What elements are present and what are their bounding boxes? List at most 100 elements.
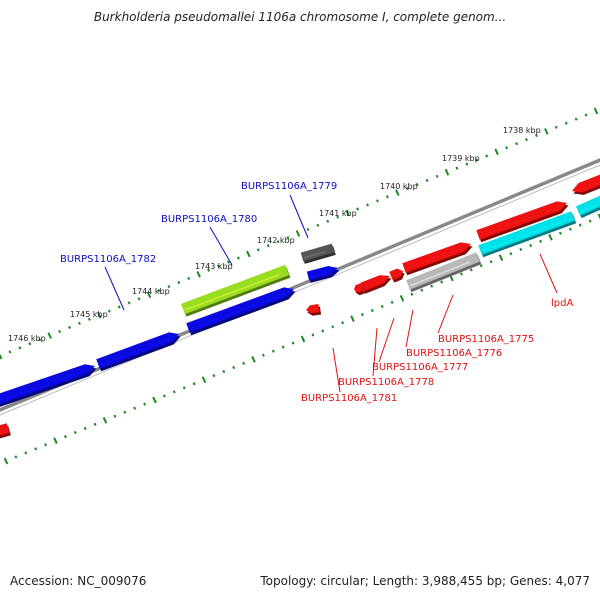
- gene-arrow-burps1106a-1782-b-shine: [100, 337, 172, 366]
- gene-arrow-cyan-shine: [482, 219, 566, 252]
- inner-tick-mark: [479, 264, 483, 268]
- outer-tick-mark: [345, 209, 350, 217]
- outer-tick-mark: [286, 235, 290, 240]
- gene-label-burps1106a-1775[interactable]: BURPS1106A_1775: [438, 334, 534, 345]
- outer-tick-mark: [256, 248, 260, 252]
- gene-arrow-cyan: [478, 211, 577, 258]
- outer-tick-mark: [584, 113, 588, 117]
- gene-label-burps1106a-1782[interactable]: BURPS1106A_1782: [60, 254, 156, 265]
- inner-tick-mark: [73, 430, 77, 435]
- inner-tick-mark: [498, 254, 504, 261]
- leader-burps1106a-1775: [437, 294, 454, 334]
- inner-tick-mark: [489, 260, 493, 264]
- outer-tick-mark: [544, 128, 549, 135]
- inner-tick-mark: [123, 410, 127, 414]
- gene-arrow-burps1106a-1782-a: [0, 364, 97, 407]
- inner-tick-mark: [350, 315, 355, 322]
- inner-tick-mark: [291, 341, 295, 345]
- inner-tick-mark: [182, 386, 186, 390]
- inner-tick-mark: [93, 422, 97, 426]
- outer-tick-mark: [58, 329, 62, 334]
- inner-tick-mark: [430, 284, 434, 288]
- gene-arrow-burps1106a-1780: [186, 287, 296, 336]
- tick-dots: [0, 107, 600, 465]
- inner-tick-mark: [558, 231, 562, 235]
- outer-tick-mark: [485, 154, 489, 158]
- outer-tick-mark: [444, 168, 450, 176]
- outer-tick-mark: [593, 107, 599, 115]
- gene-arrow-burps1106a-1779-shine: [304, 251, 325, 259]
- outer-tick-mark: [395, 189, 400, 196]
- outer-tick-mark: [97, 311, 102, 319]
- inner-tick-mark: [34, 447, 38, 451]
- gene-arrow-burps1106a-1781-shine: [308, 309, 315, 312]
- inner-tick-mark: [143, 402, 147, 406]
- inner-tick-mark: [63, 435, 67, 439]
- gene-arrow-red-left-shine: [0, 430, 4, 433]
- inner-tick-mark: [331, 325, 335, 329]
- inner-tick-mark: [459, 272, 463, 276]
- outer-tick-mark: [564, 121, 568, 125]
- inner-tick-mark: [152, 396, 157, 404]
- gene-arrow-burps1106a-1775: [402, 242, 473, 276]
- outer-tick-mark: [525, 137, 528, 142]
- inner-tick-mark: [261, 353, 265, 357]
- gene-arrow-blue-small: [306, 265, 340, 283]
- gene-label-burps1106a-1781[interactable]: BURPS1106A_1781: [301, 393, 397, 404]
- gene-arrow-blue-small-shine: [310, 270, 330, 278]
- inner-tick-mark: [192, 382, 196, 386]
- leader-burps1106a-1779: [289, 194, 309, 239]
- outer-tick-mark: [554, 125, 558, 129]
- gene-label-burps1106a-1779[interactable]: BURPS1106A_1779: [241, 181, 337, 192]
- outer-tick-mark: [534, 133, 538, 138]
- outer-tick-mark: [316, 223, 320, 227]
- tick-label-1746kbp: 1746 kbp: [8, 334, 46, 343]
- inner-tick-mark: [212, 374, 216, 378]
- outer-tick-mark: [217, 264, 220, 268]
- gene-label-burps1106a-1780[interactable]: BURPS1106A_1780: [161, 214, 257, 225]
- outer-tick-mark: [465, 162, 469, 166]
- outer-tick-mark: [505, 146, 509, 150]
- inner-tick-mark: [24, 451, 28, 455]
- inner-tick-mark: [440, 280, 444, 284]
- gene-label-burps1106a-1777[interactable]: BURPS1106A_1777: [372, 362, 468, 373]
- gene-label-burps1106a-1776[interactable]: BURPS1106A_1776: [406, 348, 502, 359]
- inner-tick-mark: [597, 213, 600, 220]
- inner-tick-mark: [300, 335, 306, 343]
- inner-tick-mark: [242, 361, 246, 365]
- inner-tick-mark: [420, 288, 424, 292]
- inner-tick-mark: [53, 437, 58, 444]
- leader-lpda: [539, 253, 558, 294]
- gene-arrow-burps1106a-1776-face: [389, 268, 403, 281]
- outer-tick-mark: [574, 117, 578, 121]
- outer-tick-mark: [326, 219, 330, 223]
- inner-tick-mark: [578, 223, 582, 227]
- leader-burps1106a-1782: [104, 266, 125, 311]
- inner-tick-mark: [321, 329, 325, 333]
- gene-label-lpda[interactable]: lpdA: [551, 298, 573, 309]
- outer-tick-mark: [38, 338, 42, 342]
- backbone-line: [0, 158, 600, 412]
- outer-tick-mark: [276, 240, 280, 244]
- gene-arrow-gray-shine: [410, 261, 471, 287]
- leader-burps1106a-1778: [372, 327, 378, 377]
- gene-arrow-cyan-b-shine: [580, 203, 598, 213]
- tick-label-1744kbp: 1744 kbp: [132, 287, 170, 296]
- gene-arrow-burps1106a-1780-shine: [190, 292, 287, 330]
- gene-label-burps1106a-1778[interactable]: BURPS1106A_1778: [338, 377, 434, 388]
- inner-tick-mark: [509, 252, 513, 256]
- map-title: Burkholderia pseudomallei 1106a chromoso…: [93, 10, 507, 24]
- gene-arrow-burps1106a-1782-b: [96, 332, 181, 372]
- outer-tick-mark: [127, 301, 131, 305]
- inner-tick-mark: [311, 333, 315, 337]
- inner-tick-mark: [370, 308, 374, 313]
- leader-burps1106a-1777: [378, 317, 395, 363]
- gene-arrow-burps1106a-1777-shine: [364, 279, 383, 289]
- inner-tick-mark: [539, 239, 543, 243]
- inner-tick-mark: [222, 369, 226, 374]
- inner-tick-mark: [83, 426, 87, 431]
- outer-tick-mark: [87, 317, 91, 321]
- tick-label-1743kbp: 1743 kbp: [195, 262, 233, 271]
- leader-burps1106a-1780: [209, 226, 233, 266]
